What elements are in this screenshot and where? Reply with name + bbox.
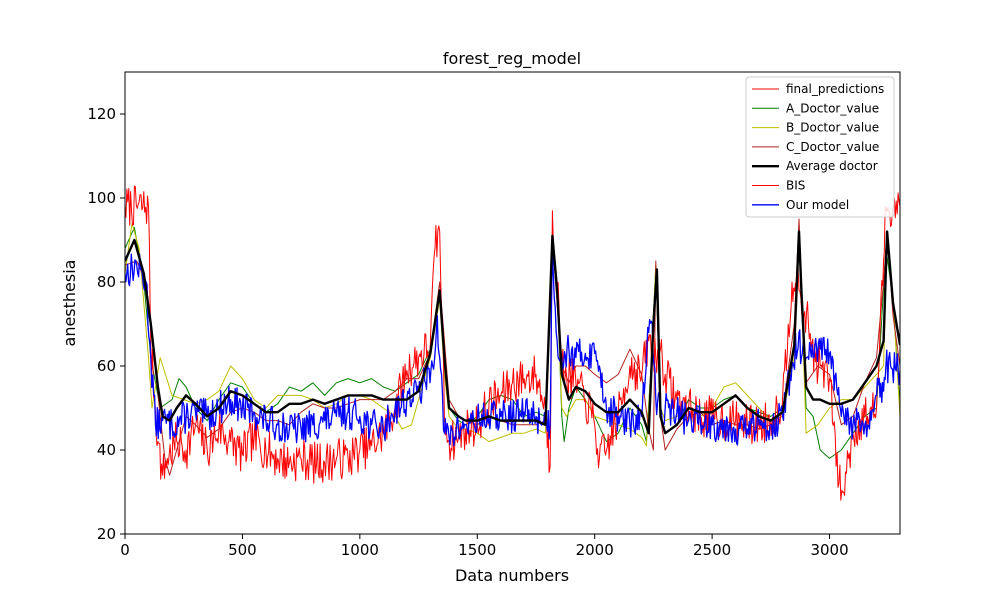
x-tick-label: 3000 <box>810 541 848 559</box>
series-layer <box>125 185 900 501</box>
y-tick-label: 80 <box>97 273 116 291</box>
y-tick-label: 60 <box>97 357 116 375</box>
x-tick-label: 1500 <box>458 541 496 559</box>
legend-label-our-model: Our model <box>786 198 849 212</box>
legend-label-average-doctor: Average doctor <box>786 159 878 173</box>
x-axis: 0 500 1000 1500 2000 2500 3000 <box>120 534 849 559</box>
legend-label-bis: BIS <box>786 179 805 193</box>
legend: final_predictions A_Doctor_value B_Doctor_… <box>745 76 895 218</box>
y-tick-label: 40 <box>97 441 116 459</box>
legend-label-b-doctor-value: B_Doctor_value <box>786 121 879 135</box>
y-tick-label: 100 <box>87 189 116 207</box>
y-tick-label: 120 <box>87 105 116 123</box>
legend-label-c-doctor-value: C_Doctor_value <box>786 140 879 154</box>
series-line-our-model <box>125 247 900 447</box>
x-tick-label: 0 <box>120 541 130 559</box>
x-axis-label: Data numbers <box>455 566 569 585</box>
y-tick-label: 20 <box>97 525 116 543</box>
x-tick-label: 500 <box>228 541 257 559</box>
series-line-average-doctor <box>125 230 900 435</box>
x-tick-label: 2500 <box>693 541 731 559</box>
x-tick-label: 2000 <box>576 541 614 559</box>
y-axis-label: anesthesia <box>60 260 79 347</box>
legend-label-a-doctor-value: A_Doctor_value <box>786 101 879 115</box>
plot-frame <box>124 71 901 535</box>
legend-label-final-predictions: final_predictions <box>786 82 884 96</box>
legend-box <box>745 76 895 218</box>
x-tick-label: 1000 <box>341 541 379 559</box>
chart-title: forest_reg_model <box>443 49 581 69</box>
y-axis: 20 40 60 80 100 120 <box>87 105 125 543</box>
